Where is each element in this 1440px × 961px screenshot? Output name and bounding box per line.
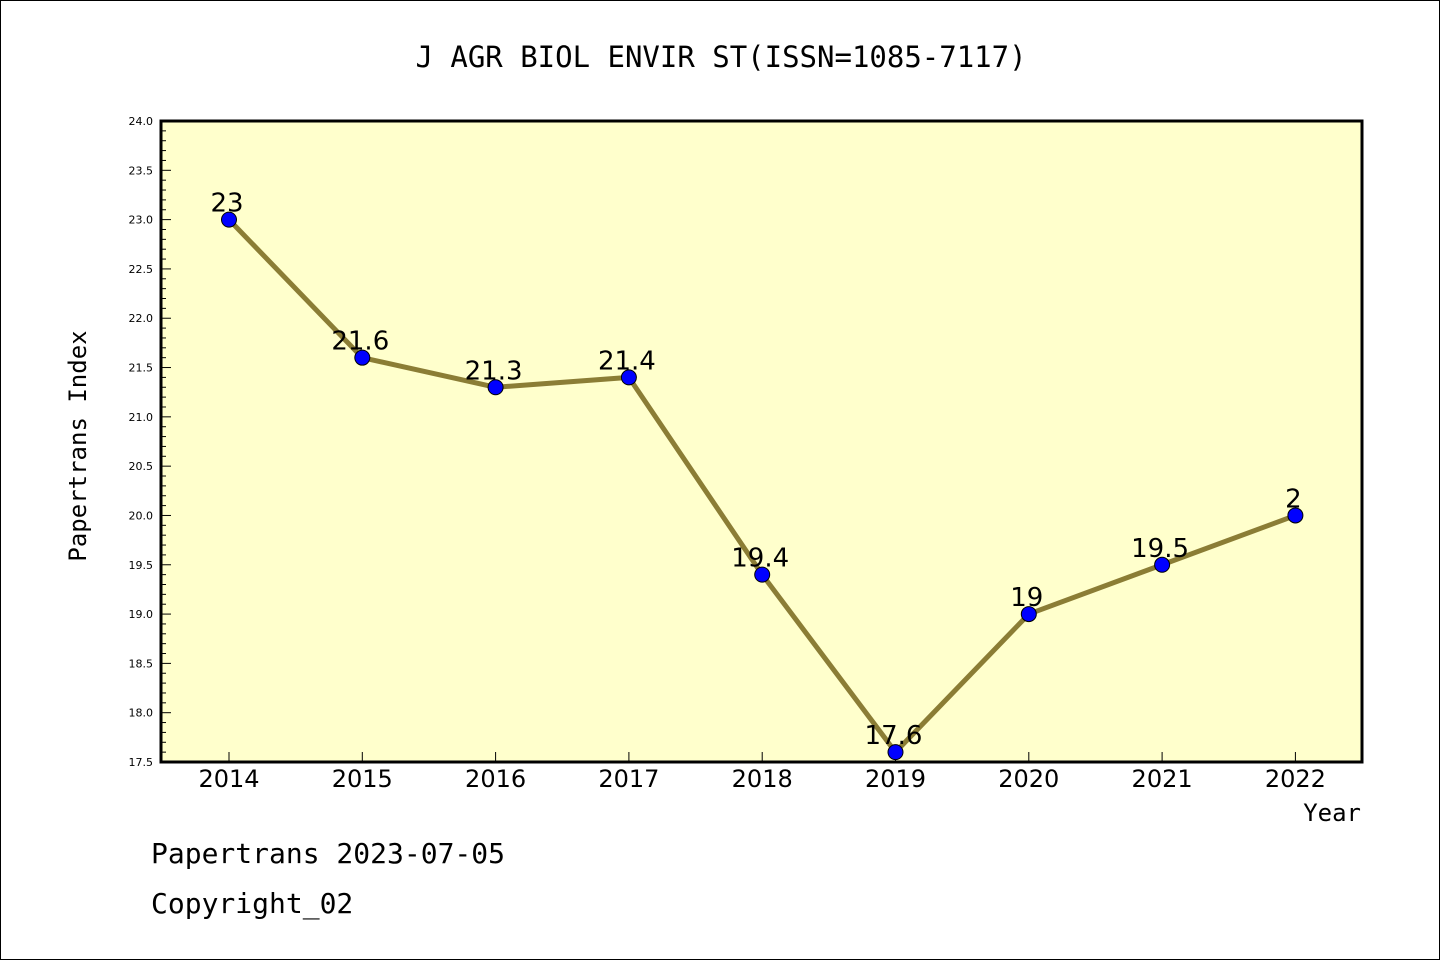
x-axis-label: Year: [1303, 799, 1361, 827]
footer-copyright: Copyright_02: [151, 887, 354, 920]
y-tick-label: 20.5: [129, 460, 154, 473]
data-labels: 23 21.6 21.3 21.4 19.4 17.6 19 19.5 2: [210, 189, 1301, 752]
data-point: [1020, 606, 1037, 623]
y-tick-label: 24.0: [129, 115, 154, 128]
y-tick-label: 23.5: [129, 164, 154, 177]
y-tick-label: 22.5: [129, 263, 154, 276]
data-label: 19: [1010, 583, 1043, 613]
data-label: 19.5: [1131, 534, 1189, 564]
y-tick-label: 18.0: [129, 707, 154, 720]
x-tick-label: 2020: [998, 765, 1059, 793]
plot-area: [161, 121, 1362, 762]
data-label: 2: [1285, 484, 1302, 514]
chart-title: J AGR BIOL ENVIR ST(ISSN=1085-7117): [415, 40, 1026, 74]
data-point: [887, 744, 904, 761]
data-points: [221, 211, 1304, 761]
y-tick-label: 19.0: [129, 608, 154, 621]
data-point: [620, 369, 637, 386]
data-label: 21.3: [465, 356, 523, 386]
y-tick-label: 23.0: [129, 214, 154, 227]
data-label: 21.4: [598, 346, 656, 376]
y-tick-label: 22.0: [129, 312, 154, 325]
data-point: [754, 566, 771, 583]
x-tick-label: 2016: [465, 765, 526, 793]
y-axis-label: Papertrans Index: [64, 330, 92, 561]
data-label: 17.6: [865, 721, 923, 751]
y-axis-ticks: 17.5 18.0 18.5 19.0 19.5 20.0 20.5 21.0 21.5 22.0…: [129, 115, 154, 769]
data-point: [487, 379, 504, 396]
x-tick-label: 2019: [865, 765, 926, 793]
data-point: [1287, 507, 1304, 524]
y-tick-label: 17.5: [129, 756, 154, 769]
data-point: [1154, 556, 1171, 573]
x-tick-label: 2014: [198, 765, 259, 793]
x-tick-label: 2018: [732, 765, 793, 793]
footer-date: Papertrans 2023-07-05: [151, 837, 506, 870]
data-point: [354, 349, 371, 366]
x-tick-label: 2022: [1265, 765, 1326, 793]
x-tick-label: 2021: [1132, 765, 1193, 793]
data-label: 21.6: [331, 327, 389, 357]
plot-border: [159, 119, 1364, 764]
y-tick-label: 21.5: [129, 362, 154, 375]
y-tick-label: 19.5: [129, 559, 154, 572]
y-tick-label: 18.5: [129, 657, 154, 670]
data-label: 23: [210, 189, 243, 219]
x-tick-label: 2015: [332, 765, 393, 793]
y-tick-label: 21.0: [129, 411, 154, 424]
y-tick-label: 20.0: [129, 509, 154, 522]
data-label: 19.4: [731, 544, 789, 574]
x-tick-label: 2017: [598, 765, 659, 793]
data-point: [221, 211, 237, 228]
x-axis-ticks: 2014 2015 2016 2017 2018 2019 2020 2021 2022: [198, 752, 1326, 793]
